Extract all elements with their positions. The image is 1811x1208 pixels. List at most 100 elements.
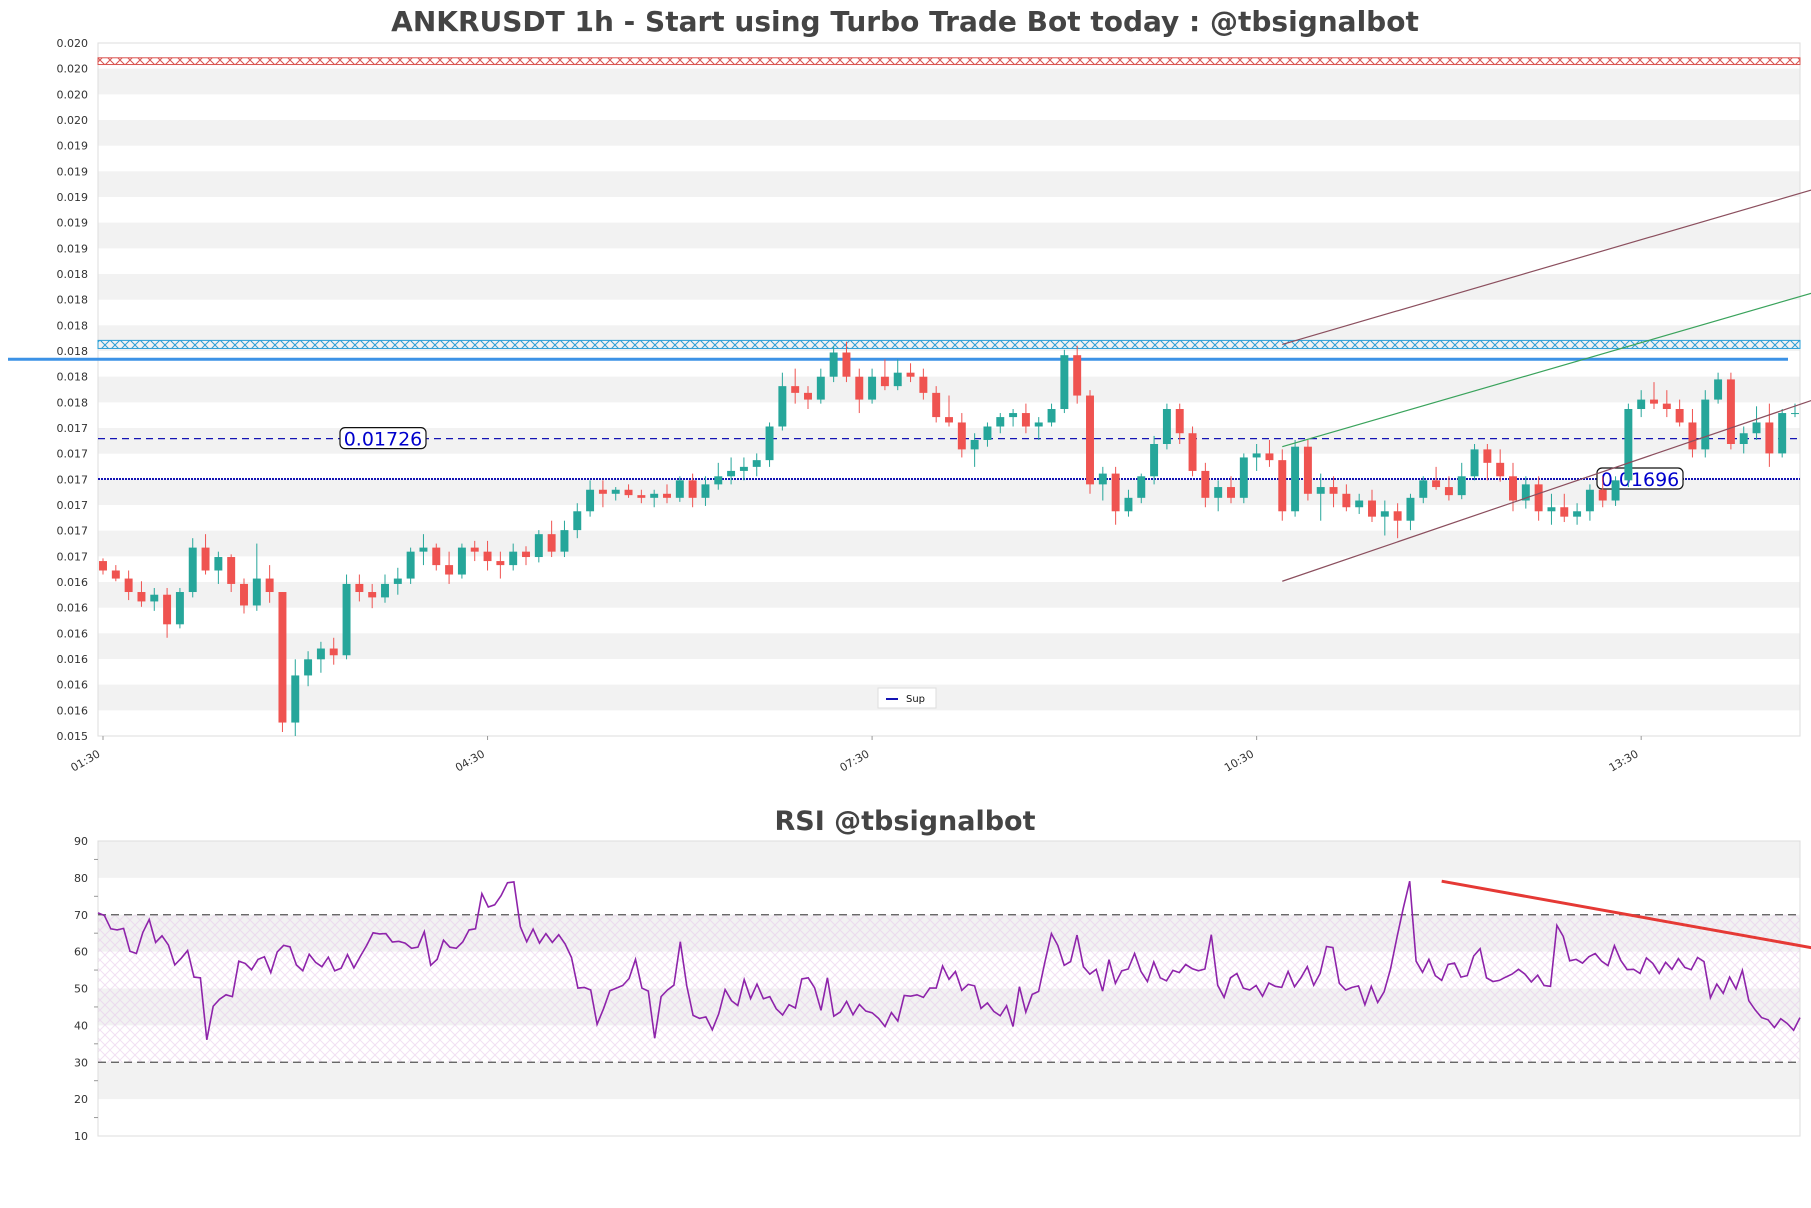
- candle-down: [1765, 422, 1774, 454]
- candle-down: [1265, 453, 1274, 461]
- candle-down: [99, 561, 107, 571]
- y-tick-label: 0.019: [57, 242, 89, 255]
- candle-up: [252, 578, 261, 606]
- rsi-panel: RSI @tbsignalbot 10 20 30 40 50 60 70 80 90: [74, 806, 1811, 1143]
- candle-down: [688, 480, 697, 498]
- candle-up: [304, 659, 313, 676]
- candle-down: [124, 578, 133, 593]
- candle-up: [868, 376, 877, 400]
- candle-down: [201, 547, 210, 571]
- candle-down: [1483, 449, 1492, 463]
- candle-down: [522, 551, 530, 558]
- candle-down: [483, 551, 492, 562]
- candle-down: [111, 570, 120, 579]
- level-label: 0.01726: [344, 429, 423, 451]
- candle-up: [1739, 433, 1748, 444]
- candle-down: [1662, 403, 1671, 410]
- candle-down: [1086, 395, 1094, 485]
- candle-down: [1201, 470, 1210, 498]
- candle-up: [1034, 422, 1043, 427]
- y-tick-label: 0.016: [57, 679, 89, 692]
- rsi-y-tick-label: 90: [74, 835, 88, 848]
- grid-band: [98, 684, 1800, 711]
- candle-up: [1098, 473, 1107, 485]
- candle-up: [1124, 497, 1133, 512]
- candle-down: [1188, 433, 1197, 471]
- candle-down: [1278, 460, 1287, 512]
- candle-down: [240, 583, 248, 606]
- candle-up: [675, 480, 684, 498]
- candle-up: [1380, 511, 1389, 517]
- candle-up: [1573, 511, 1582, 517]
- candle-up: [175, 592, 184, 625]
- candle-up: [573, 511, 582, 531]
- grid-band: [98, 222, 1800, 249]
- candle-up: [1406, 497, 1415, 521]
- y-tick-label: 0.016: [57, 653, 89, 666]
- candle-down: [1342, 493, 1351, 508]
- candle-up: [650, 493, 659, 498]
- candle-up: [739, 466, 748, 471]
- candle-up: [1457, 476, 1466, 496]
- candle-down: [1496, 462, 1505, 477]
- level-label-box: [339, 427, 427, 450]
- candle-down: [368, 592, 377, 598]
- candle-down: [1444, 487, 1453, 496]
- candle-up: [560, 530, 569, 552]
- x-tick-label: 13:30: [1607, 747, 1641, 774]
- candle-down: [1726, 379, 1735, 444]
- channel-upper-line: [1282, 189, 1811, 345]
- mid-trend-line: [1282, 292, 1811, 448]
- y-tick-label: 0.019: [57, 165, 89, 178]
- candle-down: [598, 489, 607, 494]
- candle-down: [1303, 446, 1312, 494]
- y-tick-label: 0.017: [57, 448, 89, 461]
- y-tick-label: 0.018: [57, 396, 89, 409]
- candle-down: [1111, 473, 1120, 512]
- candle-down: [637, 495, 646, 498]
- candle-up: [214, 557, 223, 571]
- y-tick-label: 0.016: [57, 627, 89, 640]
- candle-up: [1547, 507, 1556, 512]
- candle-down: [804, 392, 812, 400]
- candle-down: [278, 592, 287, 723]
- candle-down: [470, 547, 479, 552]
- candle-down: [663, 493, 671, 498]
- candle-down: [1688, 422, 1697, 450]
- candle-up: [188, 547, 197, 593]
- candle-up: [1624, 409, 1633, 481]
- candle-down: [1175, 409, 1184, 434]
- candle-up: [1252, 453, 1261, 458]
- candle-down: [842, 352, 851, 377]
- candle-down: [1073, 355, 1082, 396]
- candle-up: [1047, 409, 1056, 423]
- candle-up: [1752, 422, 1761, 434]
- candle-down: [137, 592, 146, 602]
- rsi-grid-band: [98, 841, 1800, 878]
- candle-down: [1675, 409, 1684, 423]
- candle-up: [406, 551, 415, 579]
- y-tick-label: 0.018: [57, 371, 89, 384]
- y-tick-label: 0.016: [57, 602, 89, 615]
- y-tick-label: 0.018: [57, 345, 89, 358]
- candle-up: [727, 470, 736, 477]
- y-tick-label: 0.018: [57, 319, 89, 332]
- candle-down: [906, 372, 915, 377]
- candle-up: [1521, 484, 1530, 501]
- legend: Sup: [877, 687, 937, 709]
- rsi-y-tick-label: 40: [74, 1019, 88, 1032]
- candle-up: [1355, 500, 1364, 508]
- x-tick-label: 07:30: [838, 747, 872, 774]
- rsi-y-tick-label: 70: [74, 909, 88, 922]
- candle-up: [1291, 446, 1300, 512]
- rsi-line: [97, 881, 1801, 1040]
- y-tick-label: 0.018: [57, 294, 89, 307]
- candle-up: [752, 460, 761, 467]
- candle-up: [816, 376, 825, 400]
- rsi-y-tick-label: 10: [74, 1130, 88, 1143]
- candle-down: [329, 648, 338, 656]
- rsi-y-tick-label: 50: [74, 983, 88, 996]
- candle-up: [1637, 399, 1646, 410]
- rsi-trend-line: [1441, 879, 1811, 950]
